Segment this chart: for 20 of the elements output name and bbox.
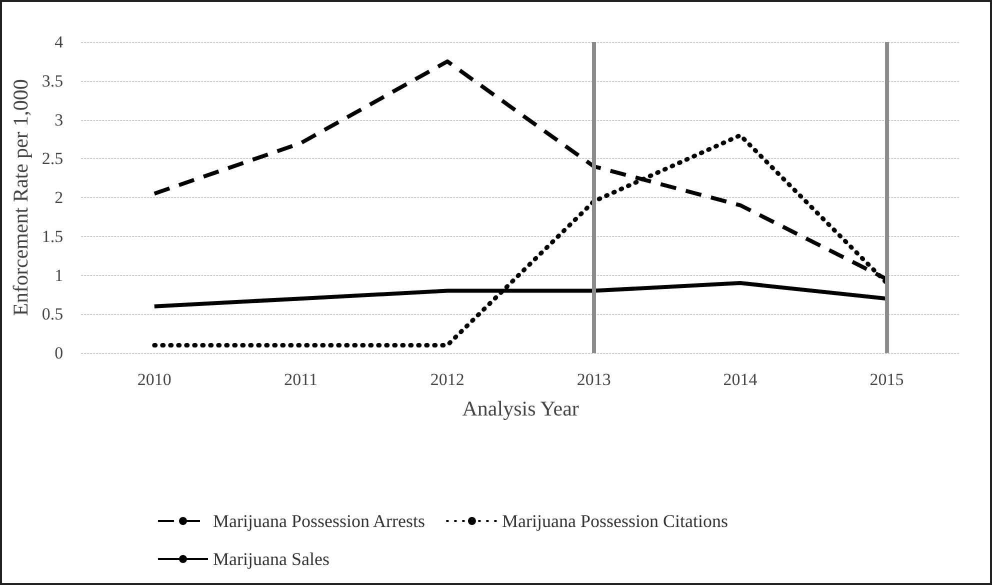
- legend-label: Marijuana Possession Arrests: [213, 511, 425, 531]
- y-tick-label: 2.5: [42, 149, 64, 168]
- x-tick-label: 2014: [723, 370, 758, 389]
- x-tick-label: 2011: [284, 370, 318, 389]
- x-axis-title: Analysis Year: [462, 396, 579, 420]
- x-tick-label: 2015: [870, 370, 904, 389]
- y-tick-label: 0: [54, 344, 64, 362]
- legend-label: Marijuana Possession Citations: [502, 511, 728, 531]
- x-tick-label: 2013: [576, 370, 611, 389]
- x-tick-label: 2012: [430, 370, 464, 389]
- y-tick-label: 3: [54, 110, 64, 130]
- y-tick-label: 2: [54, 188, 64, 207]
- y-tick-label: 1: [54, 266, 64, 285]
- y-tick-label: 4: [54, 32, 64, 52]
- y-tick-label: 0.5: [42, 304, 64, 324]
- x-tick-label: 2010: [137, 370, 172, 389]
- y-axis-title: Enforcement Rate per 1,000: [8, 79, 32, 316]
- legend-label: Marijuana Sales: [213, 549, 330, 569]
- y-tick-label: 3.5: [42, 71, 64, 90]
- y-tick-label: 1.5: [42, 226, 64, 246]
